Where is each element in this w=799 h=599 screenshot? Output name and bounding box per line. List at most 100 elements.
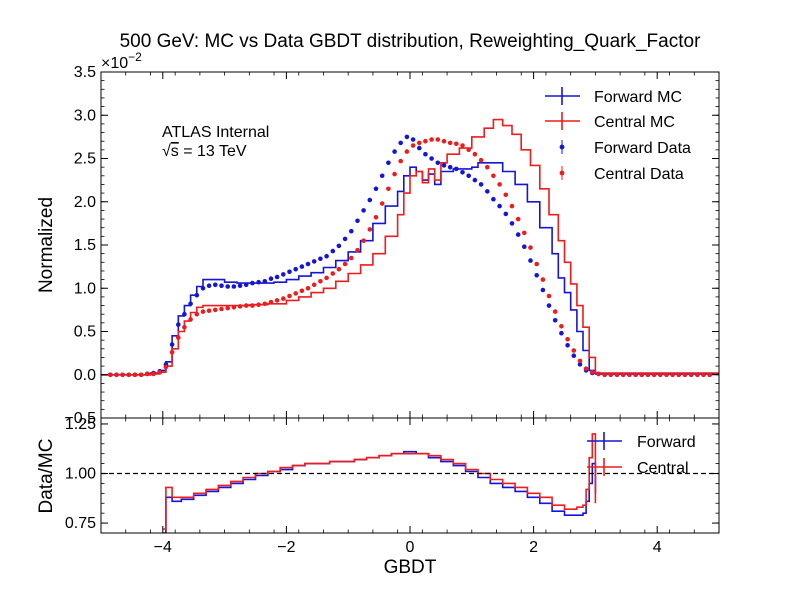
- x-tick-label: −2: [277, 539, 295, 556]
- main-point-central-data: [330, 271, 336, 276]
- main-point-central-data: [392, 171, 397, 177]
- ratio-legend: Forward Central: [587, 432, 696, 477]
- main-point-forward-data: [355, 218, 360, 224]
- main-point-central-data: [478, 157, 484, 163]
- main-point-central-data: [243, 303, 249, 308]
- main-point-central-data: [293, 291, 299, 296]
- main-point-central-data: [268, 299, 274, 305]
- main-point-forward-data: [176, 322, 181, 327]
- energy-label: √s = 13 TeV: [162, 143, 247, 160]
- main-point-central-data: [176, 335, 181, 340]
- main-point-forward-data: [522, 244, 527, 249]
- main-point-central-data: [151, 371, 156, 377]
- main-point-forward-data: [379, 173, 385, 179]
- main-point-forward-data: [565, 343, 570, 348]
- main-point-forward-data: [169, 342, 175, 347]
- main-point-central-data: [534, 261, 539, 267]
- main-point-central-data: [707, 372, 712, 378]
- main-point-forward-data: [515, 232, 521, 237]
- legend-label-forward: Forward: [637, 434, 696, 451]
- main-point-forward-data: [287, 269, 292, 275]
- main-point-central-data: [342, 261, 348, 267]
- main-point-forward-data: [342, 236, 348, 242]
- main-point-forward-data: [435, 160, 441, 166]
- main-point-central-data: [596, 371, 601, 377]
- main-point-forward-data: [546, 303, 552, 308]
- main-point-forward-data: [293, 266, 299, 272]
- main-series-forward-mc: [101, 162, 719, 376]
- main-point-central-data: [602, 372, 607, 378]
- main-point-forward-data: [460, 170, 465, 175]
- y-exponent-power: −2: [128, 50, 142, 64]
- main-point-central-data: [559, 324, 564, 329]
- main-point-forward-data: [503, 211, 509, 217]
- x-axis-label: GBDT: [384, 557, 437, 578]
- main-point-forward-data: [472, 177, 478, 183]
- main-y-tick-label: 0.0: [74, 367, 96, 384]
- main-point-central-data: [423, 138, 428, 144]
- main-point-central-data: [336, 266, 342, 272]
- main-point-forward-data: [349, 228, 354, 234]
- main-point-forward-data: [274, 274, 280, 280]
- main-point-forward-data: [447, 164, 453, 170]
- main-point-forward-data: [559, 330, 564, 336]
- main-point-central-data: [225, 305, 230, 311]
- main-point-central-data: [583, 366, 589, 372]
- legend-label-central: Central: [637, 460, 689, 477]
- main-point-central-data: [256, 302, 261, 308]
- main-point-forward-data: [206, 283, 212, 289]
- main-point-forward-data: [318, 256, 323, 262]
- main-point-forward-data: [243, 282, 249, 288]
- main-point-central-data: [503, 192, 509, 198]
- main-point-forward-data: [231, 284, 237, 289]
- x-tick-label: 2: [529, 539, 538, 556]
- main-point-forward-data: [256, 279, 261, 285]
- energy-rhs: = 13 TeV: [179, 143, 247, 160]
- main-point-forward-data: [311, 259, 317, 264]
- ratio-series-forward: [162, 450, 597, 533]
- main-point-forward-data: [540, 287, 546, 293]
- main-point-central-data: [274, 298, 280, 303]
- main-point-forward-data: [281, 272, 286, 277]
- main-point-central-data: [658, 372, 663, 378]
- main-y-tick-label: 1.5: [74, 237, 96, 254]
- main-point-central-data: [441, 138, 447, 144]
- sqrt-symbol: √: [162, 143, 171, 160]
- main-point-forward-data: [552, 318, 558, 323]
- main-point-central-data: [608, 372, 614, 378]
- main-y-tick-label: −0.5: [64, 410, 96, 427]
- main-point-central-data: [231, 305, 237, 310]
- main-point-forward-data: [262, 279, 268, 284]
- main-point-central-data: [688, 372, 694, 378]
- main-point-forward-data: [330, 248, 336, 254]
- main-y-tick-label: 2.5: [74, 151, 96, 168]
- main-point-central-data: [485, 164, 490, 170]
- main-point-central-data: [182, 324, 187, 330]
- main-point-central-data: [546, 293, 552, 299]
- main-point-forward-data: [188, 301, 193, 307]
- legend-entry-forward-mc: Forward MC: [545, 87, 682, 106]
- main-point-forward-data: [491, 196, 496, 202]
- y-exponent: ×10−2: [101, 50, 142, 72]
- main-point-central-data: [435, 137, 441, 142]
- main-point-central-data: [361, 238, 366, 243]
- legend-label-forward-mc: Forward MC: [594, 89, 682, 106]
- main-point-forward-data: [509, 221, 515, 226]
- main-point-central-data: [509, 203, 515, 209]
- main-point-central-data: [138, 372, 144, 378]
- main-point-central-data: [373, 215, 379, 220]
- main-y-tick-label: 0.5: [74, 324, 96, 341]
- main-point-central-data: [522, 230, 527, 236]
- ratio-panel: 0.75 1.00 1.25 −4 −2 0 2 4 Data/MC Forward Cent…: [36, 416, 720, 556]
- main-point-forward-data: [571, 353, 577, 359]
- main-point-forward-data: [250, 280, 255, 286]
- main-point-central-data: [590, 369, 595, 375]
- main-point-forward-data: [528, 258, 533, 263]
- main-point-forward-data: [268, 276, 274, 282]
- main-point-central-data: [349, 255, 354, 261]
- main-point-central-data: [639, 372, 645, 378]
- main-point-central-data: [620, 372, 626, 378]
- main-point-central-data: [213, 307, 218, 313]
- main-point-central-data: [355, 247, 360, 253]
